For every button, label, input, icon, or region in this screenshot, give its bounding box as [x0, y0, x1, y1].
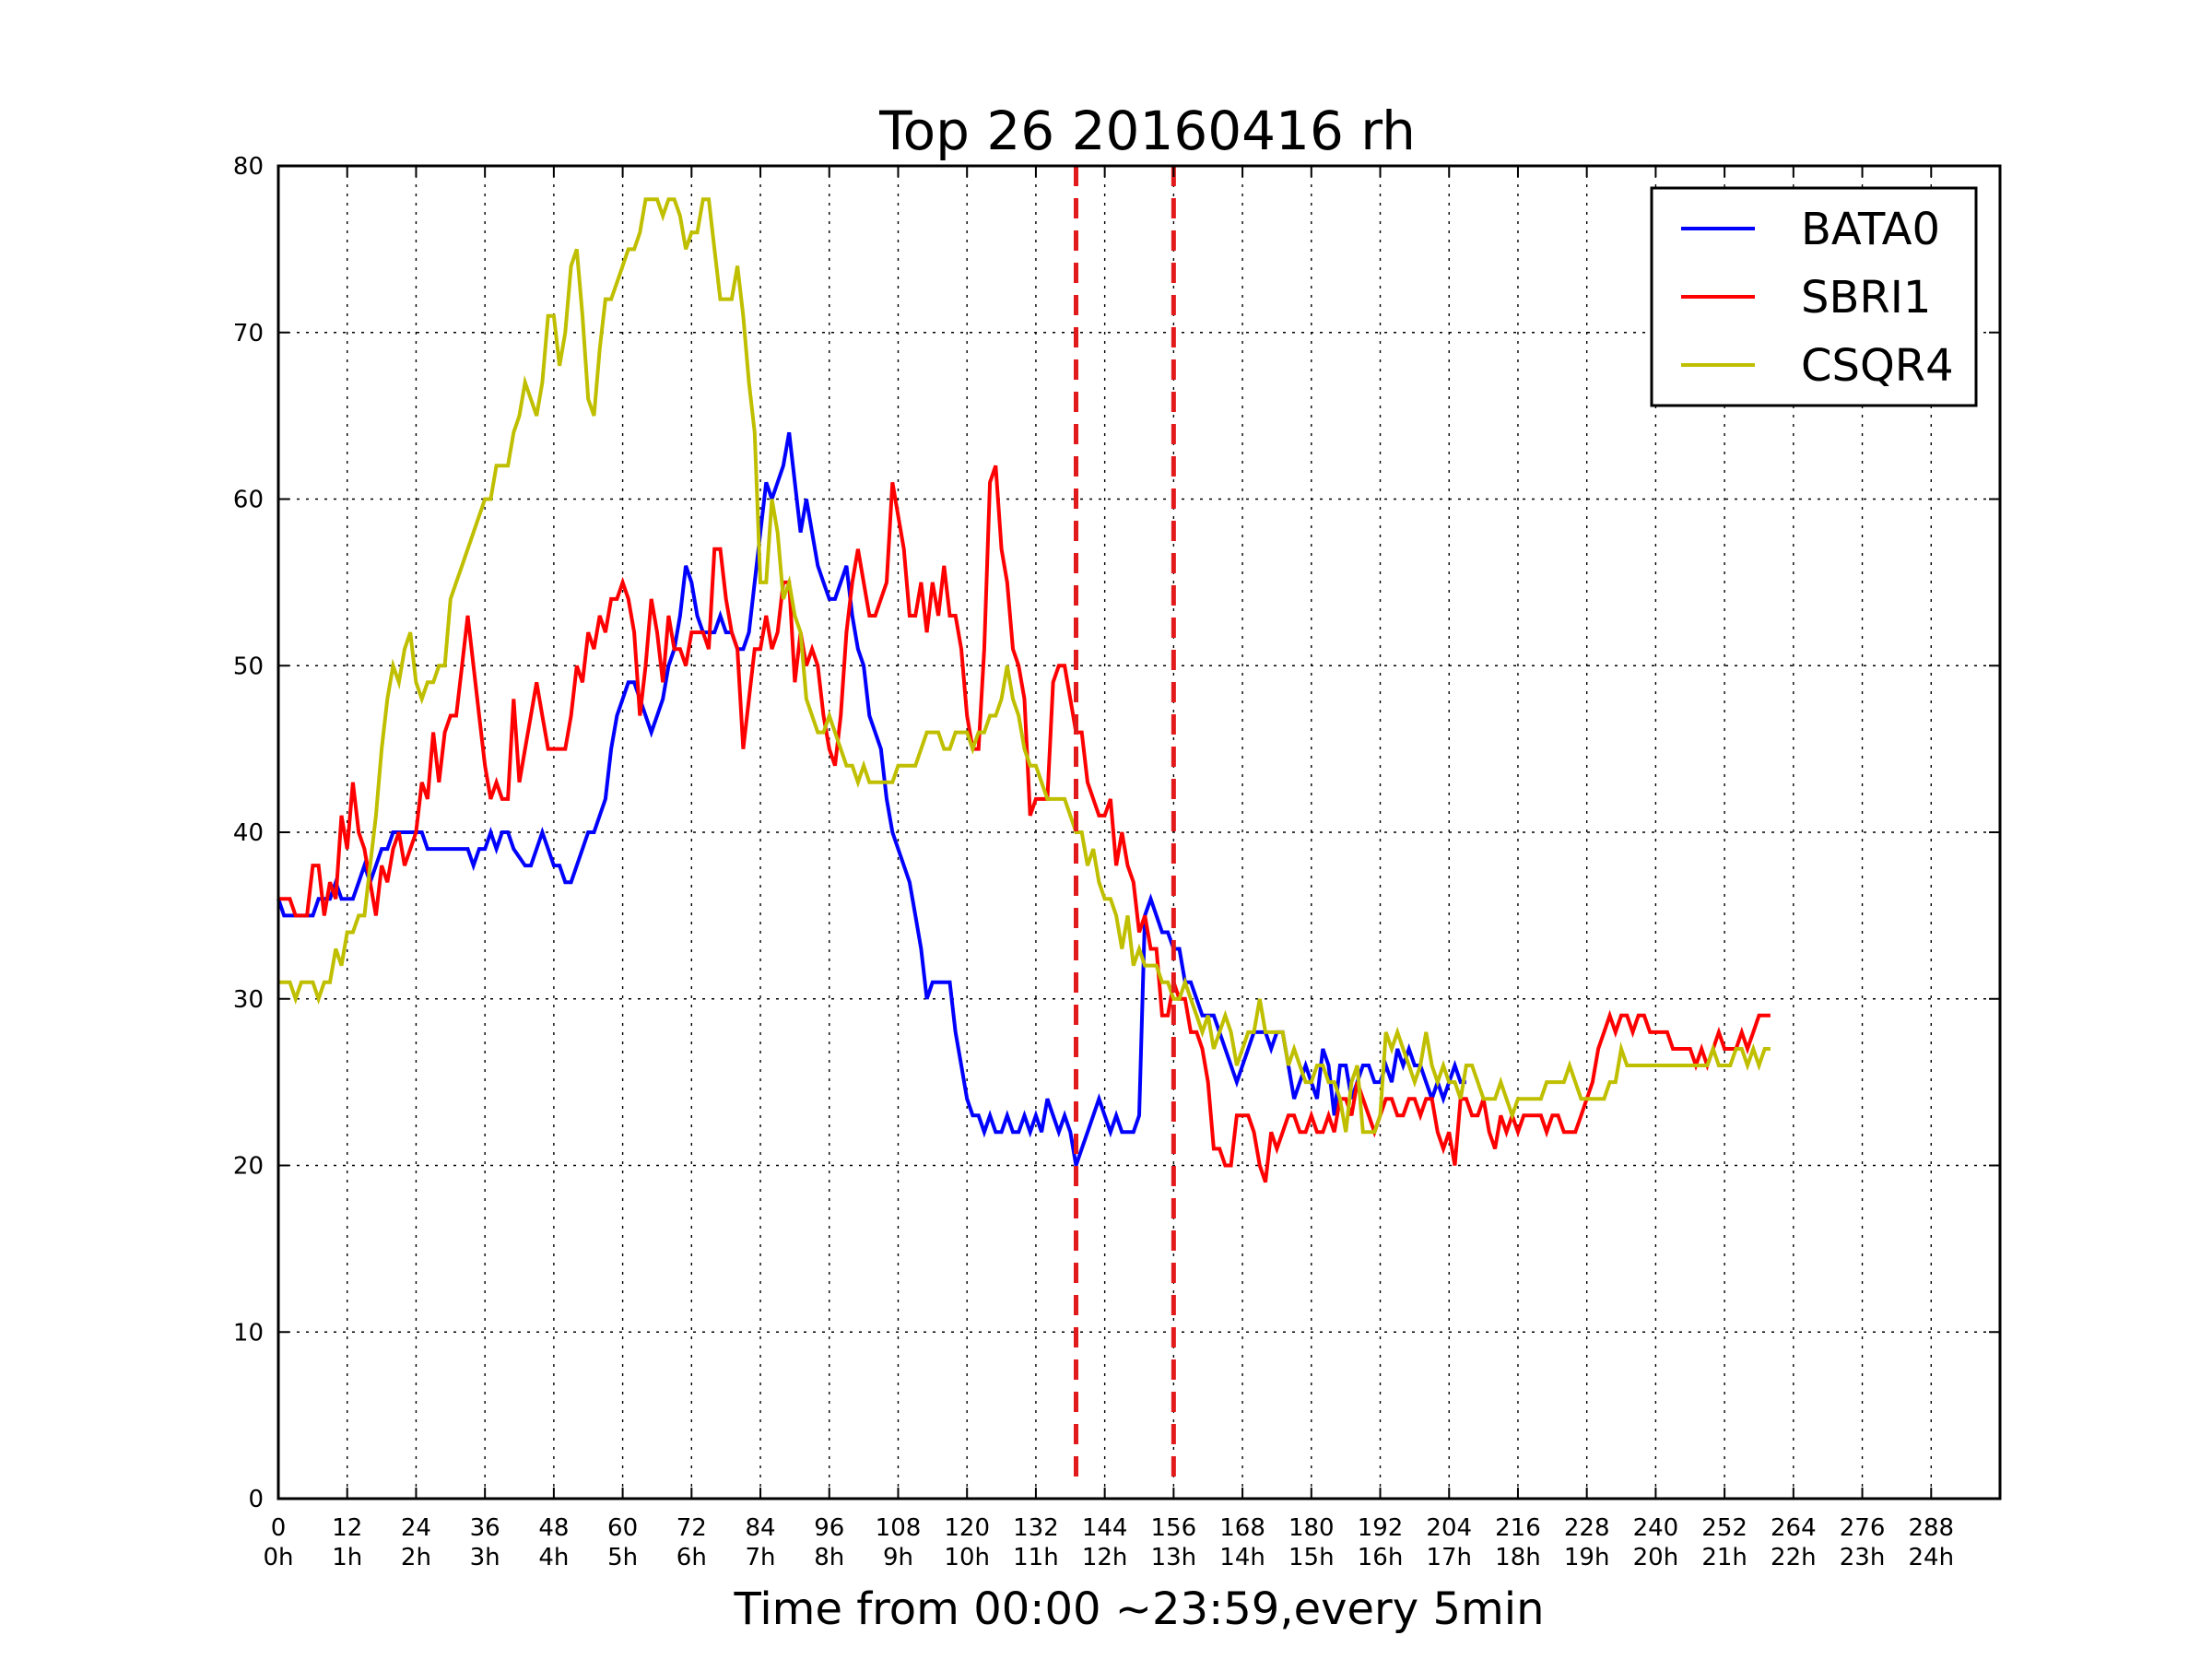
x-tick-label-hour: 5h [607, 1544, 638, 1571]
x-tick-label-hour: 6h [677, 1544, 707, 1571]
x-tick-label: 132 [1013, 1514, 1059, 1542]
x-tick-label-hour: 10h [944, 1544, 990, 1571]
x-tick-label-hour: 13h [1151, 1544, 1197, 1571]
y-tick-label: 30 [233, 986, 264, 1014]
x-tick-label: 144 [1082, 1514, 1128, 1542]
x-axis-label: Time from 00:00 ~23:59,every 5min [734, 1583, 1545, 1635]
x-tick-label: 96 [814, 1514, 844, 1542]
x-tick-label: 276 [1840, 1514, 1886, 1542]
x-tick-label: 288 [1908, 1514, 1954, 1542]
legend: BATA0 SBRI1 CSQR4 [1650, 186, 1978, 407]
y-tick-label: 20 [233, 1153, 264, 1181]
x-tick-label-hour: 21h [1701, 1544, 1747, 1571]
y-tick-label: 10 [233, 1319, 264, 1347]
series-layer [276, 197, 1771, 1183]
y-tick-label: 70 [233, 320, 264, 347]
x-tick-label-hour: 0h [263, 1544, 293, 1571]
x-tick-label-hour: 1h [332, 1544, 362, 1571]
x-tick-label-hour: 9h [883, 1544, 913, 1571]
x-tick-label: 252 [1701, 1514, 1747, 1542]
x-tick-label: 48 [538, 1514, 569, 1542]
x-tick-label-hour: 14h [1219, 1544, 1265, 1571]
legend-label-bata0: BATA0 [1801, 204, 1940, 255]
x-tick-label-hour: 4h [538, 1544, 569, 1571]
x-tick-label: 72 [677, 1514, 707, 1542]
x-tick-label: 228 [1564, 1514, 1610, 1542]
y-tick-label: 50 [233, 653, 264, 680]
x-tick-label: 216 [1495, 1514, 1541, 1542]
x-tick-label: 84 [745, 1514, 775, 1542]
x-tick-label: 24 [401, 1514, 431, 1542]
x-tick-label-hour: 19h [1564, 1544, 1610, 1571]
x-tick-label-hour: 15h [1288, 1544, 1335, 1571]
x-tick-label: 168 [1219, 1514, 1265, 1542]
x-tick-label-hour: 17h [1426, 1544, 1472, 1571]
x-tick-label-hour: 16h [1358, 1544, 1404, 1571]
x-tick-label-hour: 2h [401, 1544, 431, 1571]
x-tick-label: 240 [1633, 1514, 1679, 1542]
axis-ticks: 00h121h242h363h484h605h726h847h968h1089h… [233, 153, 2000, 1571]
x-tick-label-hour: 20h [1633, 1544, 1679, 1571]
x-tick-label-hour: 11h [1013, 1544, 1059, 1571]
x-tick-label: 36 [470, 1514, 500, 1542]
x-tick-label: 192 [1358, 1514, 1404, 1542]
x-tick-label-hour: 22h [1771, 1544, 1817, 1571]
x-tick-label-hour: 3h [470, 1544, 500, 1571]
x-tick-label: 204 [1426, 1514, 1472, 1542]
x-tick-label-hour: 8h [814, 1544, 844, 1571]
x-tick-label: 156 [1151, 1514, 1197, 1542]
vline-layer [1074, 166, 1176, 1482]
x-tick-label: 12 [332, 1514, 362, 1542]
x-tick-label-hour: 23h [1840, 1544, 1886, 1571]
x-tick-label: 264 [1771, 1514, 1817, 1542]
x-tick-label: 180 [1288, 1514, 1335, 1542]
grid [277, 165, 2000, 1500]
legend-label-csqr4: CSQR4 [1801, 340, 1954, 392]
x-tick-label-hour: 7h [746, 1544, 776, 1571]
y-tick-label: 80 [233, 153, 264, 181]
y-tick-label: 40 [233, 819, 264, 847]
x-tick-label: 60 [607, 1514, 638, 1542]
x-tick-label: 108 [876, 1514, 922, 1542]
y-tick-label: 0 [248, 1486, 264, 1513]
series-line-csqr4 [278, 197, 1771, 1135]
x-tick-label: 120 [944, 1514, 990, 1542]
x-tick-label-hour: 18h [1495, 1544, 1541, 1571]
x-tick-label-hour: 24h [1908, 1544, 1954, 1571]
x-tick-label: 0 [271, 1514, 287, 1542]
chart-title: Top 26 20160416 rh [878, 100, 1416, 162]
legend-label-sbri1: SBRI1 [1801, 272, 1931, 324]
y-tick-label: 60 [233, 487, 264, 514]
x-tick-label-hour: 12h [1082, 1544, 1128, 1571]
series-line-sbri1 [278, 465, 1771, 1183]
